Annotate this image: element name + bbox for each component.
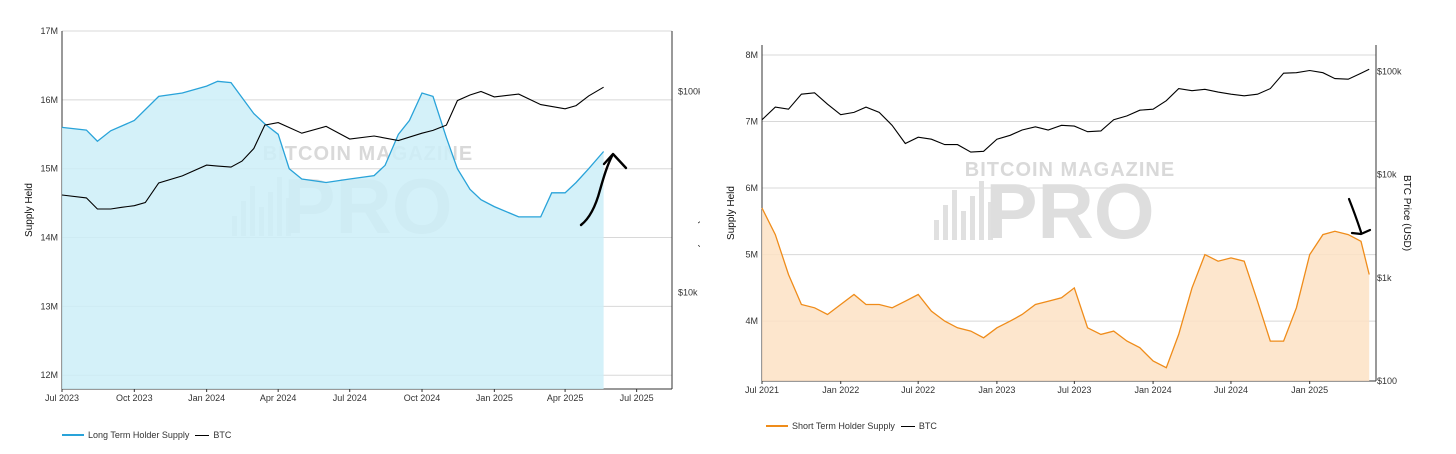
- watermark-pro-text: PRO: [985, 167, 1154, 255]
- lth-legend: Long Term Holder Supply BTC: [62, 430, 237, 440]
- sth-x-tick-label: Jan 2023: [978, 385, 1015, 395]
- annotation-arrowhead-icon: [602, 152, 628, 170]
- sth-y2-axis-title: BTC Price (USD): [1401, 175, 1412, 251]
- lth-x-tick-label: Jan 2025: [476, 393, 513, 403]
- lth-supply-line: [61, 80, 605, 218]
- watermark-bar: [952, 190, 957, 240]
- sth-x-tick-label: Jul 2022: [901, 385, 935, 395]
- watermark-bar: [961, 211, 966, 240]
- legend-swatch-sth: [766, 425, 788, 427]
- annotation-arrowhead-icon: [1350, 228, 1372, 236]
- lth-y-axis-title: Supply Held: [24, 183, 35, 237]
- watermark-brand-text: BITCOIN MAGAZINE: [965, 159, 1175, 181]
- legend-item-btc-2[interactable]: BTC: [900, 421, 937, 431]
- lth-x-tick-label: Oct 2024: [404, 393, 441, 403]
- lth-y-tick-label: 16M: [40, 95, 58, 105]
- lth-x-tick-label: Jul 2024: [333, 393, 367, 403]
- sth-supply-area: [762, 208, 1370, 381]
- lth-x-tick-label: Jul 2025: [620, 393, 654, 403]
- legend-item-btc[interactable]: BTC: [195, 430, 231, 440]
- legend-swatch-btc: [195, 434, 210, 436]
- legend-label-sth: Short Term Holder Supply: [792, 421, 895, 431]
- sth-x-tick-label: Jan 2024: [1135, 385, 1172, 395]
- sth-x-tick-label: Jan 2022: [822, 385, 859, 395]
- watermark-bar: [988, 202, 993, 240]
- sth-y2-tick-label: $100: [1377, 376, 1397, 386]
- sth-chart: 8M 7M 6M 5M 4M $100k $10k $1k $100 BITCOIN MAGAZI…: [726, 45, 1412, 395]
- lth-x-tick-label: Apr 2025: [547, 393, 584, 403]
- sth-x-tick-label: Jan 2025: [1291, 385, 1328, 395]
- lth-y-tick-label: 14M: [40, 233, 58, 243]
- legend-swatch-lth: [62, 434, 84, 436]
- annotation-down-arrow-icon: [1347, 197, 1363, 234]
- lth-y-tick-label: 12M: [40, 370, 58, 380]
- legend-label-btc-2: BTC: [918, 421, 937, 431]
- lth-x-tick-label: Jan 2024: [188, 393, 225, 403]
- sth-legend: Short Term Holder Supply BTC: [766, 421, 943, 431]
- legend-label-lth: Long Term Holder Supply: [88, 430, 190, 440]
- legend-item-lth[interactable]: Long Term Holder Supply: [62, 430, 189, 440]
- legend-item-sth[interactable]: Short Term Holder Supply: [766, 421, 895, 431]
- watermark-bar: [970, 196, 975, 240]
- sth-y-tick-label: 7M: [745, 117, 758, 127]
- lth-supply-area: [62, 81, 604, 390]
- lth-x-tick-label: Oct 2023: [116, 393, 153, 403]
- lth-y-tick-label: 17M: [40, 26, 58, 36]
- legend-label-btc: BTC: [213, 430, 232, 440]
- lth-y2-tick-label: $10k: [678, 287, 698, 297]
- lth-y-tick-label: 13M: [40, 301, 58, 311]
- sth-supply-line: [761, 207, 1370, 369]
- sth-y2-tick-label: $1k: [1377, 273, 1392, 283]
- lth-x-tick-label: Apr 2024: [260, 393, 297, 403]
- sth-y-tick-label: 5M: [745, 250, 758, 260]
- sth-y-tick-label: 4M: [745, 316, 758, 326]
- lth-x-tick-label: Jul 2023: [45, 393, 79, 403]
- watermark-bar: [979, 181, 984, 240]
- lth-btc-price-line: [61, 86, 604, 210]
- sth-y2-tick-label: $100k: [1377, 66, 1402, 76]
- lth-y2-axis-title: BTC Price (USD): [697, 172, 700, 248]
- lth-y2-tick-label: $100k: [678, 86, 700, 96]
- sth-y-tick-label: 6M: [745, 183, 758, 193]
- lth-y-tick-label: 15M: [40, 164, 58, 174]
- sth-y-axis-title: Supply Held: [726, 186, 737, 240]
- sth-btc-price-line: [761, 68, 1370, 153]
- sth-y2-tick-label: $10k: [1377, 170, 1397, 180]
- legend-swatch-btc-2: [900, 425, 915, 427]
- watermark-bar: [934, 220, 939, 240]
- sth-x-tick-label: Jul 2021: [745, 385, 779, 395]
- sth-chart-panel: 8M 7M 6M 5M 4M $100k $10k $1k $100 BITCOIN MAGAZI…: [724, 0, 1456, 454]
- sth-x-tick-label: Jul 2023: [1057, 385, 1091, 395]
- watermark-logo-icon: [934, 181, 993, 240]
- annotation-up-arrow-icon: [579, 154, 614, 227]
- watermark-bar: [943, 205, 948, 240]
- sth-x-tick-label: Jul 2024: [1214, 385, 1248, 395]
- sth-y-tick-label: 8M: [745, 50, 758, 60]
